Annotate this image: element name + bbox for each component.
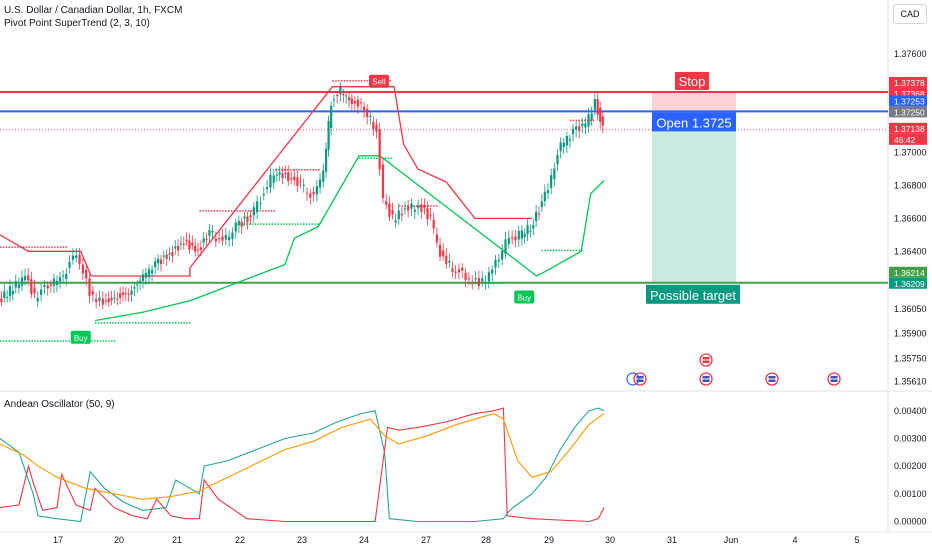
target-extra-tag: 1.36214 (889, 266, 927, 278)
stop-label: Stop (675, 71, 709, 90)
osc-y-tick-label: 0.00100 (894, 489, 927, 499)
x-tick-label: 27 (421, 535, 431, 545)
supertrend-up-line (94, 155, 605, 322)
open-label-text: Open 1.3725 (656, 115, 731, 130)
y-tick-label: 1.37000 (894, 148, 927, 158)
y-tick-label: 1.37600 (894, 49, 927, 59)
osc-signal-line (0, 413, 605, 500)
canada-flag-icon (699, 353, 713, 367)
x-tick-label: 23 (297, 535, 307, 545)
tag-text: 1.37378 (894, 78, 925, 88)
y-tick-label: 1.36400 (894, 246, 927, 256)
x-tick-label: 29 (544, 535, 554, 545)
stop-value-tag: 1.37368 (889, 87, 927, 99)
x-tick-label: 28 (481, 535, 491, 545)
us-flag-icon (765, 372, 779, 386)
y-tick-label: 1.36600 (894, 213, 927, 223)
us-flag-icon-secondary (626, 372, 640, 386)
sell-signal: Sell (368, 74, 389, 88)
tag-text: 1.36209 (894, 279, 925, 289)
open-extra-tag: 1.37253 (889, 95, 927, 107)
x-tick-label: 5 (854, 535, 859, 545)
osc-y-tick-label: 0.00000 (894, 516, 927, 526)
osc-y-tick-label: 0.00300 (894, 433, 927, 443)
x-tick-label: 17 (53, 535, 63, 545)
tag-text: 1.37250 (894, 107, 925, 117)
osc-bear-line (0, 407, 605, 523)
countdown-tag: 46:42 (889, 133, 927, 145)
x-axis: 17 20 21 22 23 24 27 28 29 30 31 Jun 4 5 (53, 535, 860, 545)
y-tick-label: 1.35750 (894, 353, 927, 363)
signal-label: Buy (74, 334, 88, 343)
x-tick-label: 21 (172, 535, 182, 545)
target-label: Possible target (646, 284, 740, 304)
tag-text: 1.37138 (894, 124, 925, 134)
stop-extra-tag: 1.37378 (889, 76, 927, 88)
tag-text: 1.37253 (894, 96, 925, 106)
tag-text: 1.37368 (894, 89, 925, 99)
candles (0, 81, 604, 310)
stop-label-text: Stop (679, 74, 706, 89)
signal-label: Sell (372, 78, 386, 87)
x-tick-label: 31 (667, 535, 677, 545)
tag-text: 46:42 (894, 135, 916, 145)
y-tick-label: 1.36800 (894, 180, 927, 190)
osc-y-tick-label: 0.00200 (894, 461, 927, 471)
symbol-title: U.S. Dollar / Canadian Dollar, 1h, FXCM (4, 5, 183, 16)
event-markers (626, 353, 841, 386)
supertrend-legend: Pivot Point SuperTrend (2, 3, 10) (4, 18, 150, 29)
profit-zone (652, 111, 736, 283)
y-tick-label: 1.35900 (894, 329, 927, 339)
signal-label: Buy (517, 293, 531, 302)
last-price-tag: 1.37138 (889, 122, 927, 134)
currency-selector[interactable]: CAD (893, 4, 927, 24)
target-label-text: Possible target (650, 288, 736, 303)
target-value-tag: 1.36209 (889, 277, 927, 289)
supertrend-down-line (0, 86, 532, 277)
us-flag-icon (827, 372, 841, 386)
x-tick-label: 30 (605, 535, 615, 545)
oscillator-axis: 0.00400 0.00300 0.00200 0.00100 0.00000 (894, 406, 927, 527)
x-tick-label: Jun (724, 535, 739, 545)
tag-text: 1.36214 (894, 268, 925, 278)
y-tick-label: 1.35610 (894, 376, 927, 386)
x-tick-label: 20 (114, 535, 124, 545)
stop-zone (652, 91, 736, 112)
buy-signal: Buy (70, 330, 91, 344)
us-flag-icon (633, 372, 647, 386)
osc-y-tick-label: 0.00400 (894, 406, 927, 416)
oscillator-legend: Andean Oscillator (50, 9) (4, 399, 115, 410)
buy-signal: Buy (514, 290, 535, 304)
x-tick-label: 22 (235, 535, 245, 545)
us-flag-icon (699, 372, 713, 386)
price-axis: 1.37600 1.37000 1.36800 1.36600 1.36400 1.360… (894, 49, 927, 387)
y-tick-label: 1.36050 (894, 304, 927, 314)
x-tick-label: 24 (359, 535, 369, 545)
open-value-tag: 1.37250 (889, 106, 927, 118)
open-label: Open 1.3725 (652, 112, 736, 132)
x-tick-label: 4 (792, 535, 797, 545)
